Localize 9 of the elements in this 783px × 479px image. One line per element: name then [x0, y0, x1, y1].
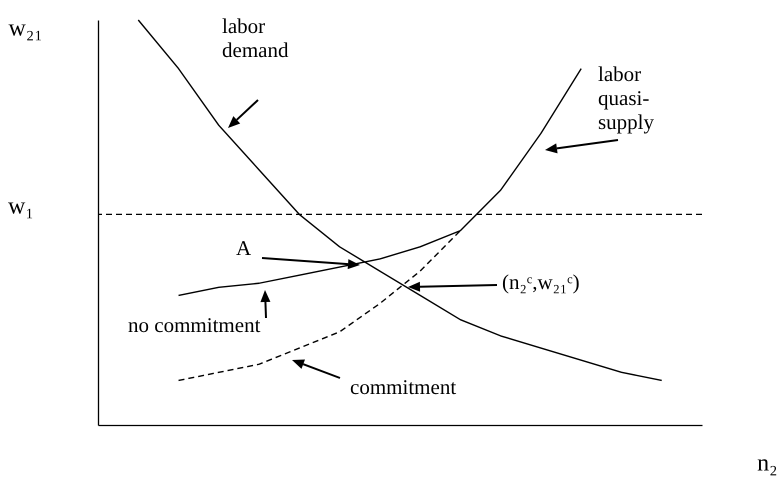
- y-axis-title: w₂₁: [8, 16, 43, 42]
- annotation: (n₂ᶜ,w₂₁ᶜ): [502, 270, 580, 294]
- annotation: labor quasi-supply: [598, 62, 655, 134]
- annotation: no commitment: [128, 313, 261, 337]
- annotation: A: [236, 236, 252, 260]
- annotation: commitment: [350, 375, 456, 399]
- annotation: labor demand: [222, 14, 289, 62]
- x-axis-title: n₂: [757, 450, 778, 476]
- ref-line-label: w₁: [8, 193, 34, 220]
